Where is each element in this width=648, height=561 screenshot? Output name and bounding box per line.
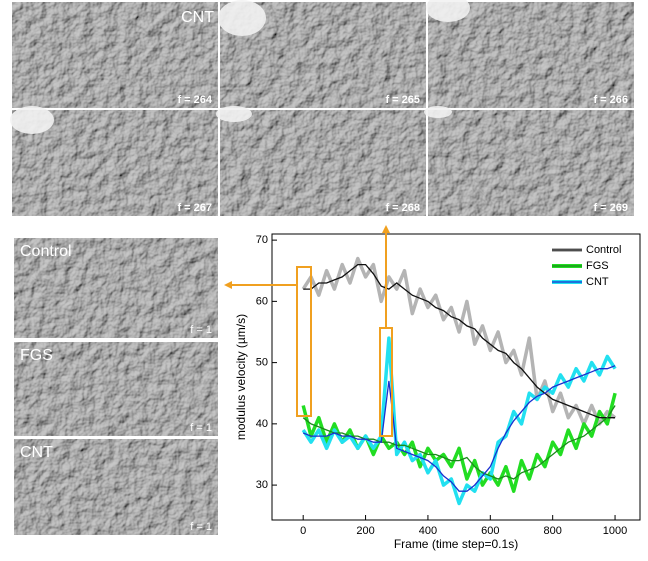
frame-label: f = 267	[177, 202, 212, 214]
x-tick-label: 0	[300, 525, 306, 537]
bubble	[218, 0, 266, 36]
frame-label: f = 269	[593, 202, 628, 214]
frame-label: f = 268	[385, 202, 420, 214]
arrow-head	[224, 281, 232, 289]
panel-title: CNT	[20, 444, 53, 461]
x-tick-label: 600	[481, 525, 499, 537]
y-tick-label: 50	[256, 357, 268, 369]
image	[220, 110, 426, 216]
x-axis-label: Frame (time step=0.1s)	[394, 537, 518, 551]
y-tick-label: 30	[256, 479, 268, 491]
legend-label: CNT	[586, 276, 609, 288]
x-tick-label: 800	[543, 525, 561, 537]
frame-label: f = 266	[593, 94, 628, 106]
legend-label: FGS	[586, 260, 609, 272]
panel-title: FGS	[20, 347, 53, 364]
panel-title: CNT	[181, 9, 214, 26]
frame-label: f = 1	[190, 521, 212, 533]
frame-label: f = 1	[190, 422, 212, 434]
frame-label: f = 264	[177, 94, 212, 106]
y-tick-label: 70	[256, 234, 268, 246]
panel-title: Control	[20, 243, 72, 260]
frame-label: f = 265	[385, 94, 420, 106]
x-tick-label: 1000	[603, 525, 627, 537]
bubble	[10, 106, 54, 134]
y-axis-label: modulus velocity (µm/s)	[234, 314, 248, 440]
x-tick-label: 200	[356, 525, 374, 537]
frame-label: f = 1	[190, 324, 212, 336]
x-tick-label: 400	[419, 525, 437, 537]
bubble	[216, 106, 252, 122]
legend-label: Control	[586, 244, 621, 256]
bubble	[424, 106, 452, 118]
chart: 0 200 400 600 800 1000 30 40 50 60 70 Frame (time s…	[234, 234, 640, 551]
y-tick-label: 60	[256, 295, 268, 307]
figure: f = 264 f = 265 f = 266 f = 267 f = 268 f = 2…	[0, 0, 648, 561]
image	[428, 110, 634, 216]
y-tick-label: 40	[256, 418, 268, 430]
arrow-head	[382, 225, 390, 233]
